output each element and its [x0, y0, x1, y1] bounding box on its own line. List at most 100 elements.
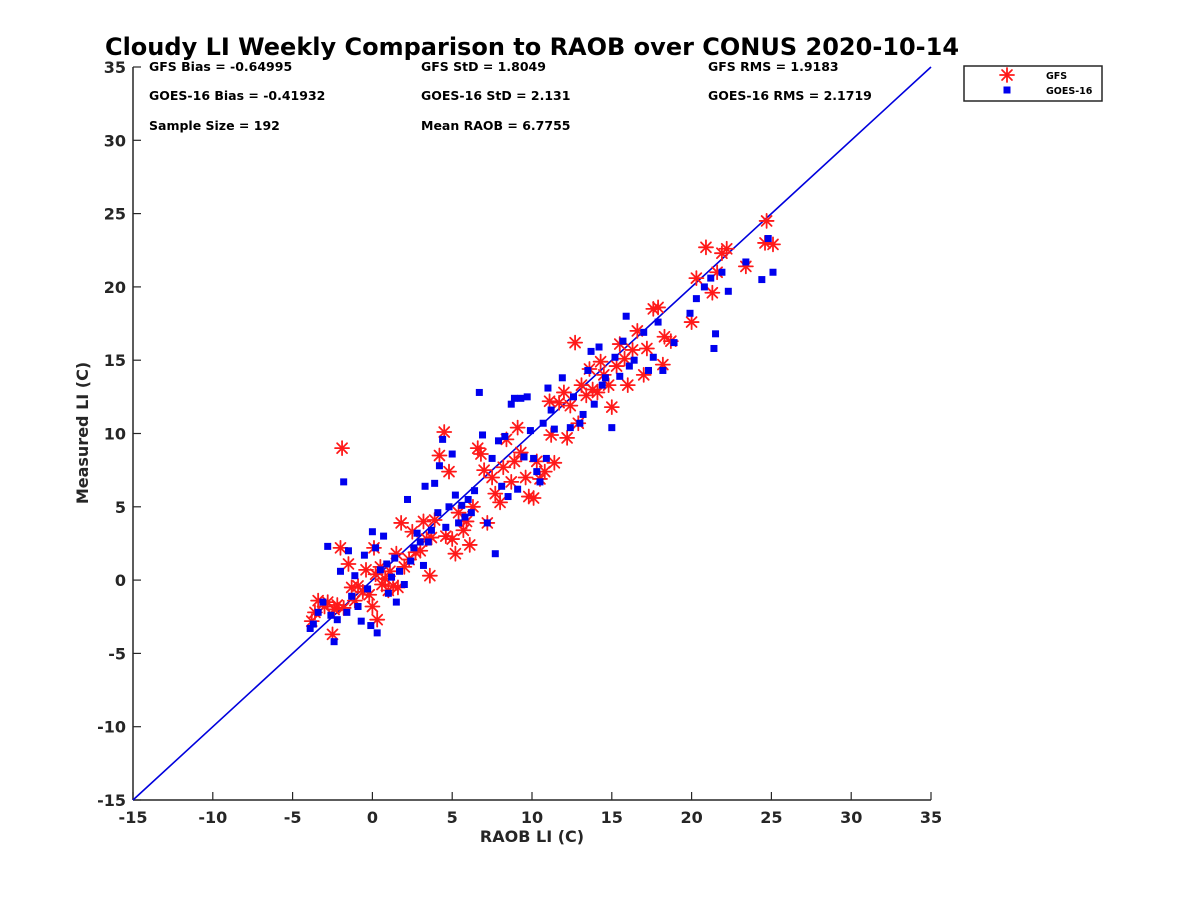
goes16-point: [584, 366, 592, 374]
goes16-point: [483, 519, 491, 527]
gfs-point: [340, 556, 357, 572]
goes16-point: [407, 557, 415, 565]
gfs-point: [592, 353, 609, 370]
goes16-point: [533, 468, 541, 476]
goes16-point: [309, 620, 317, 628]
gfs-point: [461, 537, 478, 553]
gfs-point: [415, 513, 432, 530]
gfs-point: [546, 454, 563, 471]
goes16-point: [419, 561, 427, 569]
goes16-point: [686, 309, 694, 317]
gfs-point: [473, 446, 489, 462]
x-tick-label: 25: [760, 808, 782, 827]
goes16-point: [550, 425, 558, 433]
x-tick-label: 20: [680, 808, 702, 827]
gfs-point: [639, 340, 655, 357]
y-tick-label: -15: [97, 791, 126, 810]
goes16-point: [649, 353, 657, 361]
gfs-point: [334, 440, 350, 457]
goes16-point: [558, 374, 566, 382]
goes16-point: [404, 495, 412, 503]
goes16-point: [367, 622, 375, 630]
goes16-point: [670, 339, 678, 347]
gfs-point: [688, 270, 705, 287]
gfs-rms-stat: GFS RMS = 1.9183: [708, 59, 839, 74]
x-tick-label: 30: [840, 808, 862, 827]
goes16-point: [707, 274, 715, 282]
goes16-point: [455, 519, 463, 527]
goes16-point: [336, 567, 344, 575]
goes16-point: [373, 629, 381, 637]
chart-title: Cloudy LI Weekly Comparison to RAOB over…: [105, 33, 959, 61]
goes16-point: [718, 268, 726, 276]
x-tick-label: -10: [198, 808, 227, 827]
goes16-point: [616, 372, 624, 380]
goes16-point: [471, 487, 479, 495]
x-axis-label: RAOB LI (C): [480, 827, 584, 846]
goes16-point: [448, 450, 456, 458]
goes16-point: [314, 608, 322, 616]
goes16-point: [700, 283, 708, 291]
gfs-point: [567, 334, 583, 351]
goes16-point: [424, 538, 432, 546]
goes16-point: [351, 572, 359, 580]
goes16-point: [488, 454, 496, 462]
goes16-point: [357, 617, 365, 625]
goes16-point: [435, 462, 443, 470]
gfs-point: [603, 399, 620, 416]
goes16-point: [458, 501, 466, 509]
goes16-point: [566, 424, 574, 432]
goes16-point: [340, 478, 348, 486]
goes16-point: [431, 479, 439, 487]
goes16-point: [517, 394, 525, 402]
goes16-point: [622, 312, 630, 320]
y-tick-label: 15: [104, 351, 126, 370]
goes16-point: [579, 410, 587, 418]
goes16-point: [712, 330, 720, 338]
legend-goes16-marker: [1003, 86, 1011, 94]
goes16-point: [364, 585, 372, 593]
gfs-point: [589, 384, 606, 401]
y-tick-label: 30: [104, 131, 126, 150]
goes16-point: [461, 513, 469, 521]
goes16-point: [501, 432, 509, 440]
gfs-point: [704, 284, 721, 301]
y-tick-label: 5: [115, 498, 126, 517]
goes16-point: [442, 523, 450, 531]
goes16-point: [413, 529, 421, 537]
gfs-point: [525, 490, 542, 506]
goes16-point: [547, 406, 555, 414]
goes16-point: [439, 435, 447, 443]
legend-goes16-label: GOES-16: [1046, 86, 1093, 97]
goes16-point: [569, 393, 577, 401]
goes16-point: [640, 328, 648, 336]
gfs-point: [484, 469, 501, 486]
x-tick-label: 5: [447, 808, 458, 827]
x-axis-ticks: -15 -10 -5 0 5 10 15 20 25 30 35: [119, 792, 942, 827]
goes16-point: [319, 598, 327, 606]
y-tick-label: 25: [104, 205, 126, 224]
gfs-point: [364, 598, 381, 615]
goes16-point: [383, 560, 391, 568]
goes16-point: [758, 276, 766, 284]
goes16-point: [372, 544, 380, 552]
goes16-point: [333, 616, 341, 624]
sample-size-stat: Sample Size = 192: [149, 118, 280, 133]
gfs-point: [441, 463, 457, 480]
goes16-point: [598, 381, 606, 389]
gfs-point: [556, 384, 572, 401]
goes16-point: [498, 482, 506, 490]
x-tick-label: 35: [920, 808, 942, 827]
gfs-point: [624, 342, 641, 358]
goes16-point: [327, 611, 335, 619]
goes16-point: [601, 374, 609, 382]
goes16-point: [654, 318, 662, 326]
gfs-point: [447, 545, 464, 562]
goes16-point: [384, 589, 392, 597]
gfs-point: [444, 531, 461, 547]
gfs-point: [332, 539, 349, 556]
goes16-point: [507, 400, 515, 408]
gfs-point: [698, 239, 714, 256]
goes16-point: [530, 454, 538, 462]
